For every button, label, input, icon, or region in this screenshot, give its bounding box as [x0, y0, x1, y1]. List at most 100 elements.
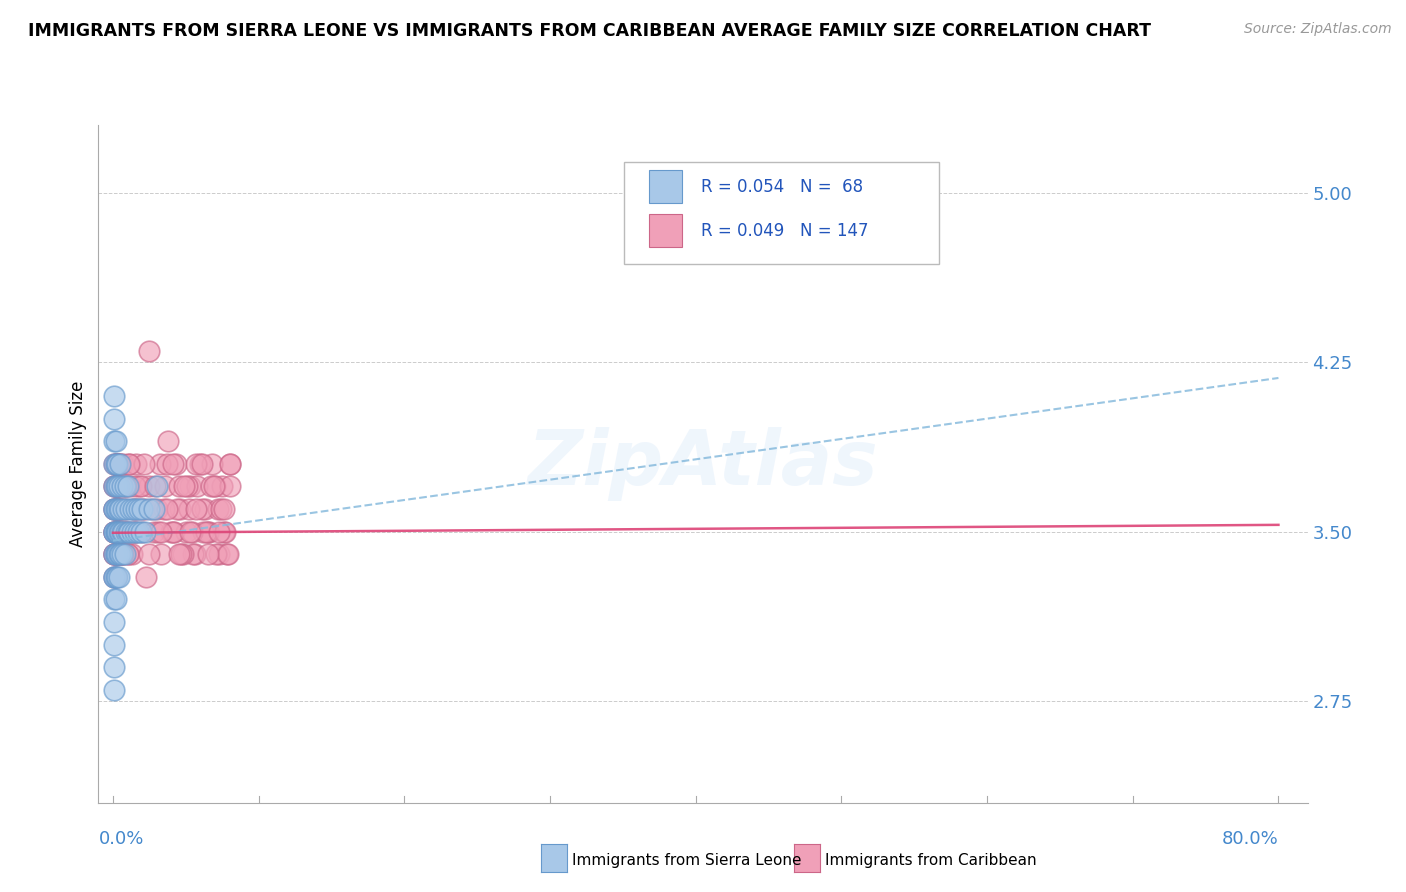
Point	[131, 524, 153, 539]
Point	[104, 479, 127, 493]
Point	[173, 479, 195, 493]
Point	[105, 547, 128, 561]
Point	[208, 547, 231, 561]
Text: 80.0%: 80.0%	[1222, 830, 1278, 848]
Point	[108, 524, 131, 539]
Point	[115, 479, 138, 493]
Point	[115, 502, 138, 516]
Point	[104, 524, 127, 539]
Point	[128, 479, 150, 493]
Point	[110, 547, 132, 561]
Point	[129, 479, 152, 493]
Point	[205, 547, 228, 561]
Point	[157, 434, 180, 449]
Point	[118, 524, 141, 539]
Point	[103, 638, 125, 652]
Point	[176, 479, 198, 493]
Point	[105, 547, 128, 561]
Point	[114, 479, 136, 493]
Point	[141, 502, 163, 516]
Point	[104, 479, 127, 493]
Point	[105, 570, 128, 584]
Point	[166, 502, 188, 516]
Text: R = 0.049   N = 147: R = 0.049 N = 147	[700, 221, 868, 240]
Point	[103, 682, 125, 697]
Point	[165, 457, 187, 471]
Point	[172, 547, 194, 561]
Point	[103, 502, 125, 516]
Point	[167, 547, 190, 561]
Point	[156, 502, 179, 516]
Point	[208, 524, 231, 539]
Point	[111, 524, 134, 539]
Point	[104, 479, 127, 493]
Point	[162, 524, 184, 539]
Point	[104, 547, 127, 561]
Point	[103, 411, 125, 425]
Text: R = 0.054   N =  68: R = 0.054 N = 68	[700, 178, 863, 195]
Point	[197, 524, 219, 539]
Point	[111, 547, 134, 561]
Point	[105, 547, 128, 561]
Point	[135, 570, 157, 584]
Point	[170, 547, 193, 561]
Text: ZipAtlas: ZipAtlas	[527, 427, 879, 500]
Point	[174, 524, 197, 539]
Point	[117, 524, 139, 539]
Point	[104, 502, 127, 516]
Point	[118, 457, 141, 471]
Point	[104, 524, 127, 539]
Point	[115, 524, 138, 539]
Point	[103, 660, 125, 674]
Point	[110, 524, 132, 539]
Point	[104, 502, 127, 516]
Point	[160, 524, 183, 539]
Point	[103, 547, 125, 561]
Point	[124, 524, 146, 539]
Point	[138, 547, 160, 561]
Point	[105, 479, 128, 493]
Point	[155, 479, 177, 493]
Point	[117, 479, 139, 493]
Point	[162, 457, 184, 471]
Point	[108, 457, 131, 471]
Point	[127, 524, 149, 539]
Point	[149, 457, 172, 471]
Point	[105, 524, 128, 539]
Point	[103, 570, 125, 584]
Point	[125, 502, 148, 516]
FancyBboxPatch shape	[624, 162, 939, 264]
Bar	[648, 170, 682, 202]
Point	[111, 547, 134, 561]
Point	[108, 502, 131, 516]
Point	[103, 592, 125, 607]
Point	[105, 502, 128, 516]
Point	[180, 524, 202, 539]
Point	[110, 502, 132, 516]
Point	[105, 502, 128, 516]
Point	[103, 457, 125, 471]
Point	[145, 502, 167, 516]
Point	[105, 524, 128, 539]
Point	[104, 547, 127, 561]
Point	[184, 502, 207, 516]
Point	[197, 547, 219, 561]
Point	[125, 524, 148, 539]
Point	[195, 524, 218, 539]
Point	[103, 524, 125, 539]
Point	[124, 479, 146, 493]
Point	[156, 457, 179, 471]
Point	[110, 524, 132, 539]
Point	[132, 457, 155, 471]
Point	[105, 479, 128, 493]
Point	[122, 502, 145, 516]
Point	[105, 457, 128, 471]
Point	[108, 457, 131, 471]
Point	[179, 524, 201, 539]
Point	[127, 502, 149, 516]
Point	[138, 502, 160, 516]
Point	[146, 524, 169, 539]
Point	[181, 547, 204, 561]
Point	[103, 457, 125, 471]
Point	[108, 570, 131, 584]
